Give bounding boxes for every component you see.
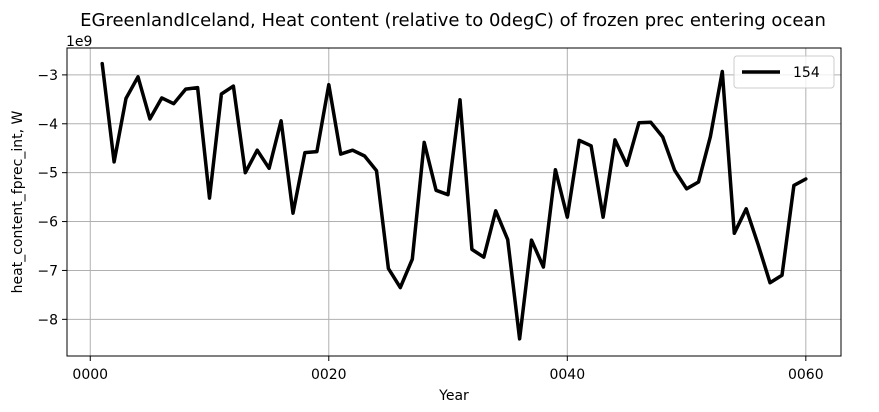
grid-lines bbox=[67, 48, 841, 356]
y-tick-label: −7 bbox=[37, 263, 58, 279]
x-tick-label: 0040 bbox=[549, 367, 585, 383]
series-line-154 bbox=[100, 61, 808, 341]
y-tick-label: −4 bbox=[37, 117, 58, 133]
plot-frame bbox=[66, 47, 842, 357]
legend-label-154: 154 bbox=[793, 65, 820, 81]
legend-box bbox=[733, 55, 835, 89]
y-offset-label: 1e9 bbox=[66, 34, 92, 50]
x-tick-label: 0000 bbox=[72, 367, 108, 383]
y-tick-marks: −8 −7 −6 −5 −4 −3 bbox=[37, 68, 67, 328]
y-tick-label: −5 bbox=[37, 166, 58, 182]
y-tick-label: −6 bbox=[37, 215, 58, 231]
y-tick-label: −3 bbox=[37, 68, 58, 84]
chart-title: EGreenlandIceland, Heat content (relativ… bbox=[80, 10, 826, 31]
x-axis-label: Year bbox=[438, 388, 469, 404]
legend: 154 bbox=[733, 55, 835, 89]
y-axis-label: heat_content_fprec_int, W bbox=[10, 110, 26, 293]
y-tick-label: −8 bbox=[37, 312, 58, 328]
x-tick-marks: 0000 0020 0040 0060 bbox=[72, 356, 824, 383]
x-tick-label: 0060 bbox=[788, 367, 824, 383]
x-tick-label: 0020 bbox=[311, 367, 347, 383]
